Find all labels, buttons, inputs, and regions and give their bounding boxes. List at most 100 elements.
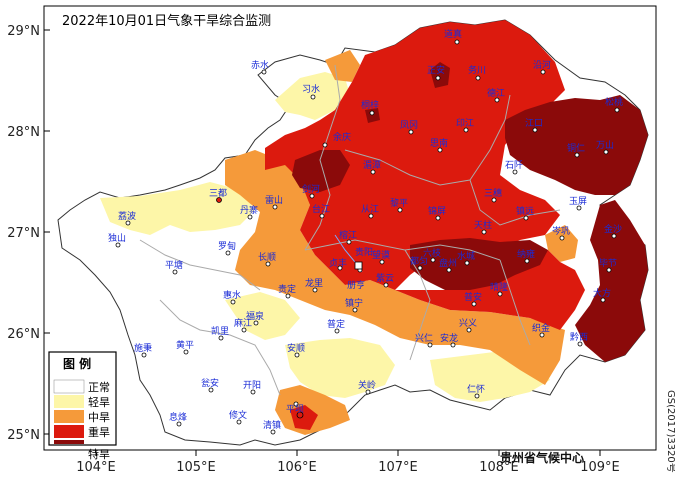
lat-tick-label: 29°N [7, 24, 40, 39]
city-label: 清镇 [263, 419, 281, 431]
map-approval-code: GS(2017)3320号 [665, 390, 675, 473]
city-label: 从江 [361, 204, 379, 215]
zone-light-drought [100, 72, 550, 402]
city-label: 都匀 [410, 255, 428, 267]
city-label: 余庆 [333, 131, 351, 143]
city-label: 石阡 [505, 160, 523, 171]
city-label: 荔波 [118, 210, 136, 222]
city-label: 习水 [302, 83, 320, 95]
highlight-station-marker [216, 197, 222, 203]
city-label: 湄潭 [363, 160, 381, 171]
lon-tick-label: 107°E [378, 460, 418, 475]
city-label: 麻江 [234, 317, 252, 329]
city-label: 贵阳 [355, 246, 373, 258]
lon-tick-label: 104°E [76, 460, 116, 475]
lon-axis: 104°E 105°E 106°E 107°E 108°E 109°E [76, 450, 620, 475]
city-label: 水城 [457, 250, 475, 262]
city-label: 金沙 [604, 223, 622, 235]
city-label: 普定 [327, 318, 345, 330]
agency-label: 贵州省气候中心 [500, 450, 584, 465]
city-label: 六枝 [423, 247, 441, 259]
lat-tick-label: 27°N [7, 226, 40, 241]
city-label: 望谟 [372, 249, 390, 261]
city-label: 安顺 [287, 342, 305, 354]
city-label: 黔西 [570, 331, 588, 343]
city-label: 平坝 [286, 404, 304, 415]
city-label: 镇远 [516, 205, 534, 217]
city-label: 纳雍 [517, 248, 535, 260]
city-label: 贞丰 [329, 257, 347, 269]
city-label: 雷山 [265, 195, 283, 206]
city-label: 息烽 [169, 411, 187, 423]
city-label: 施秉 [134, 342, 152, 354]
city-label: 毕节 [599, 257, 617, 269]
lat-axis: 29°N 28°N 27°N 26°N 25°N [7, 24, 50, 443]
zone-moderate-drought [225, 50, 578, 435]
legend-label: 正常 [88, 381, 110, 394]
legend: 图 例 正常 轻旱 中旱 重旱 [48, 351, 117, 446]
city-label: 关岭 [358, 379, 376, 391]
legend-label: 轻旱 [88, 395, 110, 409]
city-markers [115, 39, 620, 435]
city-label: 兴义 [459, 318, 477, 329]
city-label: 龙里 [305, 277, 323, 289]
city-label: 独山 [108, 232, 126, 244]
zone-extreme-drought [292, 62, 648, 362]
city-label: 天柱 [474, 219, 492, 231]
city-label: 长顺 [258, 251, 276, 263]
city-label: 道真 [444, 28, 462, 40]
city-label: 德江 [487, 87, 505, 99]
city-label: 紫云 [376, 273, 394, 284]
city-label: 晴隆 [490, 281, 508, 293]
legend-label: 中旱 [88, 411, 110, 424]
city-label: 罗甸 [218, 240, 236, 252]
city-label: 惠水 [223, 289, 241, 301]
city-label: 锦屏 [428, 205, 446, 217]
city-label: 赤水 [251, 59, 269, 71]
city-label: 丹寨 [240, 204, 258, 216]
lon-tick-label: 109°E [580, 460, 620, 475]
city-label: 盘州 [439, 257, 457, 269]
city-label: 黄平 [176, 339, 194, 351]
city-label: 兴仁 [415, 332, 433, 344]
city-label: 务川 [468, 64, 486, 76]
lat-tick-label: 26°N [7, 327, 40, 342]
legend-swatch-extreme [54, 440, 84, 444]
highlight-station-marker [296, 411, 304, 419]
city-label: 贵定 [278, 283, 296, 295]
city-label: 瓮安 [201, 377, 219, 389]
city-label: 黎平 [390, 197, 408, 209]
city-label: 榕江 [339, 229, 357, 241]
city-label: 铜仁 [567, 142, 585, 154]
city-label: 剑河 [302, 183, 320, 195]
legend-title: 图 例 [63, 356, 91, 371]
city-label: 册亨 [347, 279, 365, 291]
city-label: 台江 [312, 203, 330, 215]
lon-tick-label: 108°E [479, 460, 519, 475]
city-label: 大方 [593, 287, 611, 299]
city-label: 万山 [596, 140, 614, 151]
city-label: 桐梓 [361, 99, 379, 111]
city-label: 安龙 [440, 332, 458, 344]
legend-label: 重旱 [88, 425, 110, 439]
city-label: 福泉 [246, 310, 264, 322]
city-label: 江口 [525, 118, 543, 129]
city-label: 修文 [229, 409, 247, 421]
city-label: 开阳 [243, 380, 261, 391]
city-label: 岑巩 [552, 225, 570, 237]
capital-marker [354, 261, 363, 270]
legend-swatch-light [54, 395, 84, 408]
city-label: 凯里 [211, 325, 229, 337]
city-label: 思南 [430, 137, 448, 149]
city-label: 三穗 [484, 187, 502, 199]
city-label: 正安 [427, 64, 445, 76]
lat-tick-label: 28°N [7, 125, 40, 140]
city-label: 印江 [456, 117, 474, 129]
legend-swatch-moderate [54, 410, 84, 423]
prefecture-boundaries [139, 64, 561, 396]
city-label: 平塘 [165, 259, 183, 271]
city-labels: 赤水 习水 桐梓 道真 务川 沿河 松桃 正安 凤冈 湄潭 余庆 思南 印江 德… [108, 28, 623, 431]
city-label: 织金 [532, 322, 550, 334]
legend-swatch-severe [54, 425, 84, 438]
